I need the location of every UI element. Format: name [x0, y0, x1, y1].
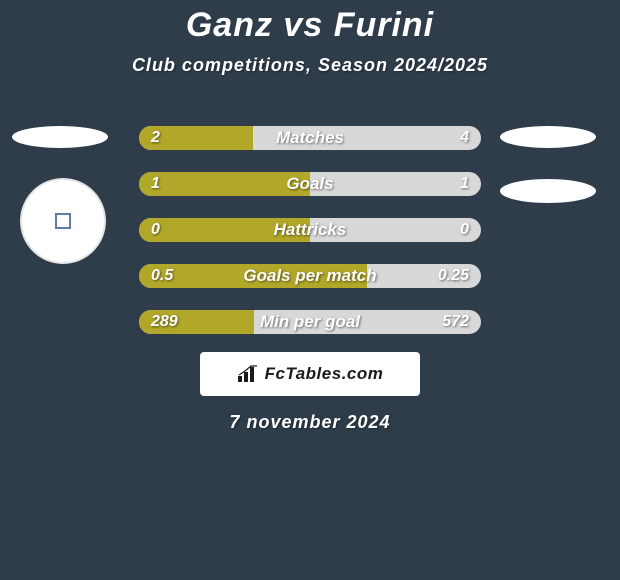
brand-box[interactable]: FcTables.com — [200, 352, 420, 396]
stat-label: Goals — [139, 174, 481, 194]
comparison-bars: 24Matches 11Goals 00Hattricks 0.50.25Goals … — [139, 126, 481, 356]
brand-bars-icon — [237, 365, 259, 383]
stat-bar: 00Hattricks — [139, 218, 481, 242]
player2-oval-placeholder-1 — [500, 126, 596, 148]
stat-label: Goals per match — [139, 266, 481, 286]
player1-circle-inner — [55, 213, 71, 229]
player2-oval-placeholder-2 — [500, 179, 596, 203]
player1-circle-placeholder — [20, 178, 106, 264]
stat-label: Hattricks — [139, 220, 481, 240]
player1-name: Ganz — [186, 6, 273, 44]
vs-text: vs — [283, 6, 323, 44]
stat-bar: 0.50.25Goals per match — [139, 264, 481, 288]
stat-bar: 11Goals — [139, 172, 481, 196]
subtitle: Club competitions, Season 2024/2025 — [0, 55, 620, 76]
date-text: 7 november 2024 — [0, 412, 620, 433]
page-title: Ganz vs Furini — [0, 0, 620, 47]
player2-name: Furini — [334, 6, 434, 44]
stat-bar: 24Matches — [139, 126, 481, 150]
stat-label: Min per goal — [139, 312, 481, 332]
stat-label: Matches — [139, 128, 481, 148]
player1-oval-placeholder — [12, 126, 108, 148]
brand-text: FcTables.com — [265, 364, 384, 384]
stat-bar: 289572Min per goal — [139, 310, 481, 334]
